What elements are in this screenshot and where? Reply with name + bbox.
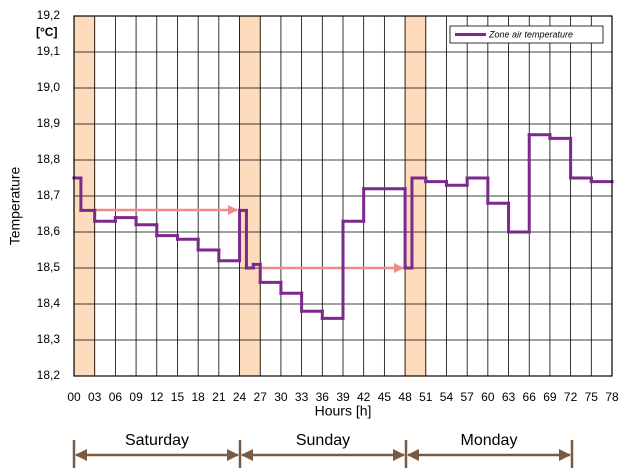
grid — [73, 15, 613, 377]
x-tick-label: 66 — [523, 390, 537, 404]
day-label: Monday — [461, 432, 518, 449]
day-label: Saturday — [125, 432, 189, 449]
y-axis-label: Temperature — [7, 166, 23, 245]
x-tick-label: 45 — [378, 390, 392, 404]
plot-frame — [73, 15, 613, 377]
y-tick-label: 19,0 — [37, 80, 61, 94]
y-tick-label: 18,9 — [37, 116, 61, 130]
x-tick-label: 39 — [336, 390, 350, 404]
series-line — [72, 133, 614, 320]
x-tick-label: 06 — [109, 390, 123, 404]
legend-box — [449, 25, 604, 44]
annotation-arrows — [95, 205, 404, 273]
x-tick-label: 36 — [316, 390, 330, 404]
x-tick-label: 51 — [419, 390, 433, 404]
y-tick-label: 18,4 — [37, 296, 61, 310]
x-tick-label: 69 — [543, 390, 557, 404]
x-tick-label: 24 — [233, 390, 247, 404]
day-brackets — [72, 440, 574, 468]
x-tick-label: 60 — [481, 390, 495, 404]
legend: Zone air temperature — [449, 25, 604, 44]
x-tick-label: 57 — [460, 390, 474, 404]
x-tick-label: 21 — [212, 390, 226, 404]
x-tick-label: 78 — [605, 390, 619, 404]
x-tick-label: 15 — [171, 390, 185, 404]
y-tick-label: 18,5 — [37, 260, 61, 274]
x-tick-label: 30 — [274, 390, 288, 404]
x-tick-label: 27 — [254, 390, 268, 404]
x-tick-label: 33 — [295, 390, 309, 404]
y-tick-label: 18,2 — [37, 368, 61, 382]
y-tick-label: 18,6 — [37, 224, 61, 238]
x-tick-label: 72 — [564, 390, 578, 404]
y-tick-label: 19,1 — [37, 44, 61, 58]
y-tick-label: 18,8 — [37, 152, 61, 166]
y-tick-label: 19,2 — [37, 8, 61, 22]
legend-label: Zone air temperature — [488, 29, 573, 39]
y-unit: [°C] — [36, 25, 57, 39]
day-label: Sunday — [296, 432, 350, 449]
x-tick-label: 12 — [150, 390, 164, 404]
x-axis-label: Hours [h] — [315, 403, 372, 419]
x-tick-label: 42 — [357, 390, 371, 404]
x-tick-label: 54 — [440, 390, 454, 404]
x-tick-label: 03 — [88, 390, 102, 404]
x-tick-label: 09 — [129, 390, 143, 404]
y-tick-label: 18,3 — [37, 332, 61, 346]
tick-labels: 00 03 06 09 12 15 18 21 24 27 30 33 36 39 42 45 48 51 54 57… — [37, 8, 619, 404]
x-tick-label: 48 — [398, 390, 412, 404]
y-tick-label: 18,7 — [37, 188, 61, 202]
x-tick-label: 75 — [585, 390, 599, 404]
x-tick-label: 63 — [502, 390, 516, 404]
x-tick-label: 00 — [67, 390, 81, 404]
x-tick-label: 18 — [191, 390, 205, 404]
